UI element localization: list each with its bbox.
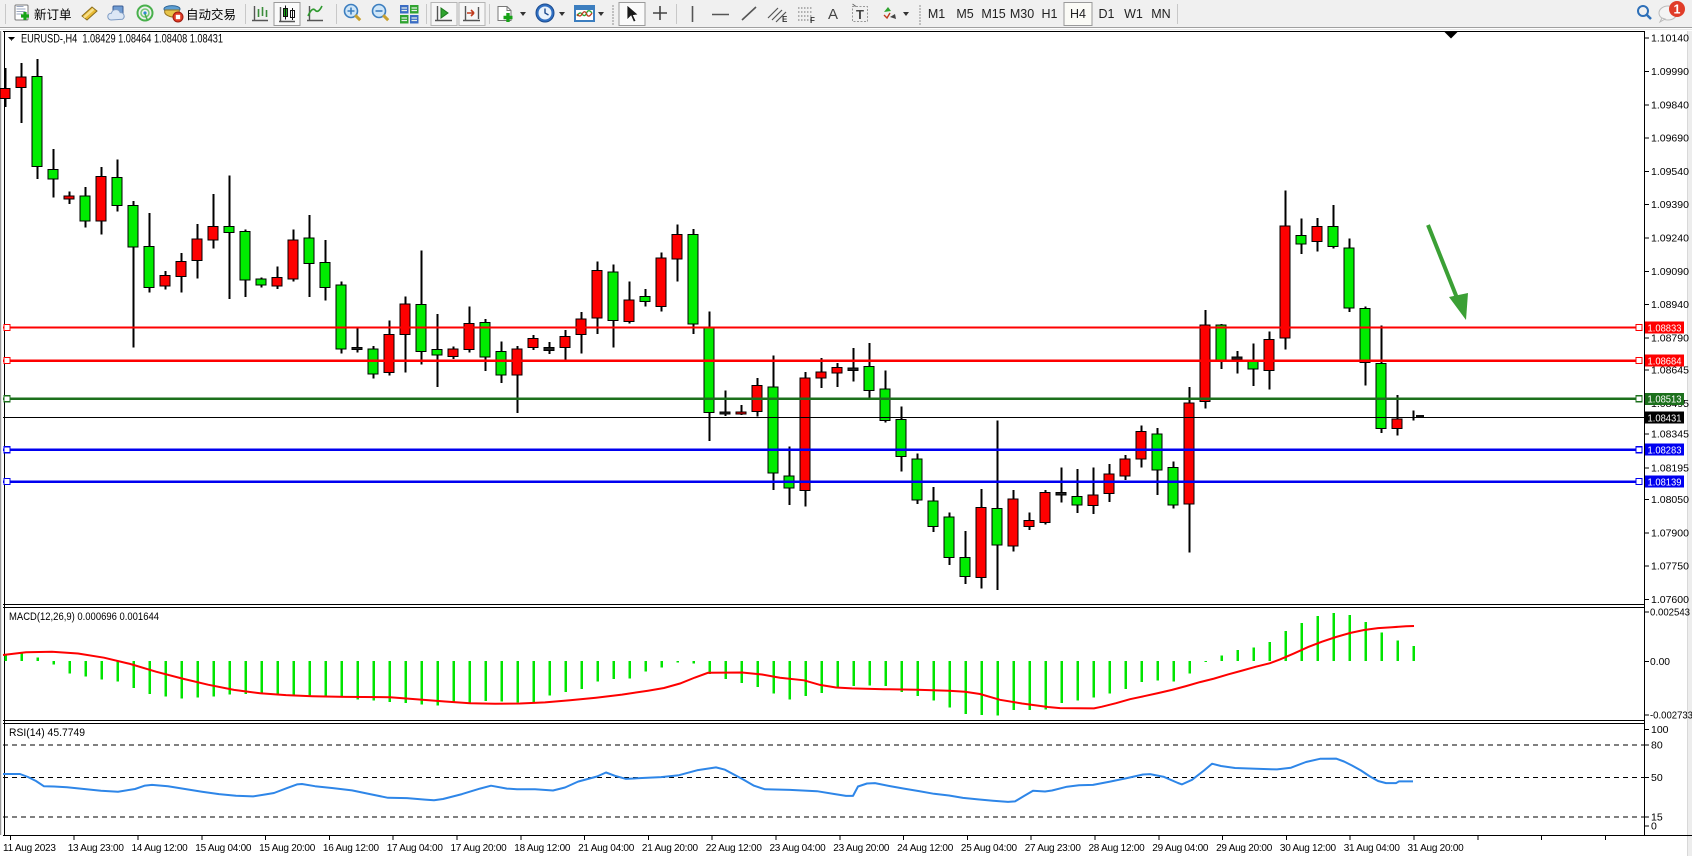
svg-text:15 Aug 04:00: 15 Aug 04:00 xyxy=(195,843,252,854)
svg-text:23 Aug 20:00: 23 Aug 20:00 xyxy=(833,843,890,854)
svg-text:F: F xyxy=(810,16,815,25)
svg-text:50: 50 xyxy=(1651,772,1663,784)
svg-text:M15: M15 xyxy=(981,7,1005,21)
svg-text:1.09390: 1.09390 xyxy=(1651,199,1689,211)
svg-text:21 Aug 04:00: 21 Aug 04:00 xyxy=(578,843,635,854)
svg-text:M5: M5 xyxy=(956,7,973,21)
svg-text:1.08940: 1.08940 xyxy=(1651,299,1689,311)
svg-text:1.08684: 1.08684 xyxy=(1648,355,1682,367)
svg-text:A: A xyxy=(828,6,838,23)
svg-text:14 Aug 12:00: 14 Aug 12:00 xyxy=(132,843,189,854)
svg-text:自动交易: 自动交易 xyxy=(186,7,236,22)
svg-text:11 Aug 2023: 11 Aug 2023 xyxy=(3,843,56,854)
svg-text:22 Aug 12:00: 22 Aug 12:00 xyxy=(706,843,763,854)
svg-text:M30: M30 xyxy=(1010,7,1034,21)
svg-text:24 Aug 12:00: 24 Aug 12:00 xyxy=(897,843,954,854)
svg-text:0.00: 0.00 xyxy=(1650,656,1670,668)
svg-text:M1: M1 xyxy=(928,7,945,21)
svg-text:D1: D1 xyxy=(1099,7,1115,21)
svg-text:27 Aug 23:00: 27 Aug 23:00 xyxy=(1025,843,1082,854)
svg-text:0: 0 xyxy=(1651,820,1657,832)
svg-text:13 Aug 23:00: 13 Aug 23:00 xyxy=(68,843,125,854)
svg-text:1.07900: 1.07900 xyxy=(1651,527,1689,539)
svg-text:16 Aug 12:00: 16 Aug 12:00 xyxy=(323,843,380,854)
svg-text:30 Aug 12:00: 30 Aug 12:00 xyxy=(1280,843,1337,854)
svg-text:29 Aug 20:00: 29 Aug 20:00 xyxy=(1216,843,1273,854)
svg-text:17 Aug 04:00: 17 Aug 04:00 xyxy=(387,843,444,854)
svg-text:1.08645: 1.08645 xyxy=(1651,364,1689,376)
svg-text:18 Aug 12:00: 18 Aug 12:00 xyxy=(514,843,571,854)
svg-text:15: 15 xyxy=(1651,811,1663,823)
svg-text:25 Aug 04:00: 25 Aug 04:00 xyxy=(961,843,1018,854)
svg-text:17 Aug 20:00: 17 Aug 20:00 xyxy=(451,843,508,854)
svg-text:31 Aug 20:00: 31 Aug 20:00 xyxy=(1408,843,1465,854)
svg-text:1.08790: 1.08790 xyxy=(1651,332,1689,344)
svg-text:1.09090: 1.09090 xyxy=(1651,266,1689,278)
svg-text:23 Aug 04:00: 23 Aug 04:00 xyxy=(770,843,827,854)
svg-text:29 Aug 04:00: 29 Aug 04:00 xyxy=(1152,843,1209,854)
svg-text:1.08050: 1.08050 xyxy=(1651,494,1689,506)
svg-text:W1: W1 xyxy=(1124,7,1143,21)
svg-text:15 Aug 20:00: 15 Aug 20:00 xyxy=(259,843,316,854)
svg-text:H1: H1 xyxy=(1042,7,1058,21)
svg-text:T: T xyxy=(856,7,864,22)
svg-text:-0.002733: -0.002733 xyxy=(1650,709,1692,721)
svg-text:1.07750: 1.07750 xyxy=(1651,561,1689,573)
svg-text:RSI(14) 45.7749: RSI(14) 45.7749 xyxy=(9,727,85,739)
svg-text:100: 100 xyxy=(1651,724,1669,736)
svg-text:0.002543: 0.002543 xyxy=(1650,607,1690,619)
svg-text:1.09540: 1.09540 xyxy=(1651,166,1689,178)
svg-text:新订单: 新订单 xyxy=(34,7,72,22)
svg-text:H4: H4 xyxy=(1070,7,1086,21)
svg-text:MN: MN xyxy=(1151,7,1170,21)
svg-text:1.08431: 1.08431 xyxy=(1648,412,1682,424)
svg-text:80: 80 xyxy=(1651,740,1663,752)
svg-text:1.09840: 1.09840 xyxy=(1651,99,1689,111)
svg-text:1.07600: 1.07600 xyxy=(1651,594,1689,606)
svg-text:1.08283: 1.08283 xyxy=(1648,445,1682,457)
svg-text:31 Aug 04:00: 31 Aug 04:00 xyxy=(1344,843,1401,854)
svg-text:21 Aug 20:00: 21 Aug 20:00 xyxy=(642,843,699,854)
svg-text:1: 1 xyxy=(1674,3,1681,17)
svg-text:1.08513: 1.08513 xyxy=(1648,394,1682,406)
svg-text:1.08345: 1.08345 xyxy=(1651,428,1689,440)
svg-text:1.08833: 1.08833 xyxy=(1648,322,1682,334)
svg-text:1.09690: 1.09690 xyxy=(1651,133,1689,145)
svg-text:1.09990: 1.09990 xyxy=(1651,66,1689,78)
svg-text:1.10140: 1.10140 xyxy=(1651,33,1689,45)
svg-text:28 Aug 12:00: 28 Aug 12:00 xyxy=(1089,843,1146,854)
svg-text:EURUSD-,H4 1.08429 1.08464 1.: EURUSD-,H4 1.08429 1.08464 1.08408 1.084… xyxy=(21,34,223,46)
svg-text:MACD(12,26,9) 0.000696 0.00164: MACD(12,26,9) 0.000696 0.001644 xyxy=(9,611,159,623)
svg-text:1.08139: 1.08139 xyxy=(1648,476,1682,488)
svg-text:E: E xyxy=(782,15,788,24)
svg-text:1.09240: 1.09240 xyxy=(1651,233,1689,245)
svg-text:1.08195: 1.08195 xyxy=(1651,462,1689,474)
